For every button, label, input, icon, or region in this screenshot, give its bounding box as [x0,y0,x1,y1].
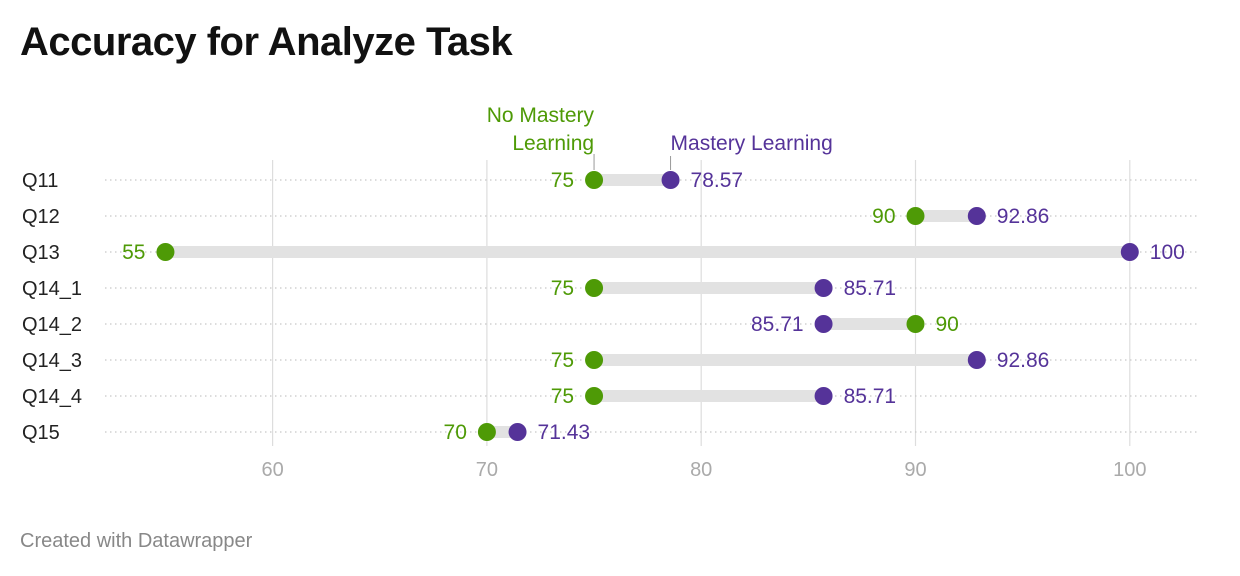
mastery-value-label: 100 [1150,241,1185,264]
category-label: Q14_2 [22,314,82,336]
legend-mastery-label: Mastery Learning [671,132,833,155]
mastery-dot [508,423,527,441]
x-tick-label: 100 [1113,459,1146,481]
no-mastery-value-label: 75 [551,349,574,372]
category-label: Q14_1 [22,278,82,300]
mastery-value-label: 85.71 [751,313,804,336]
mastery-dot [967,351,986,369]
x-tick-label: 80 [690,459,712,481]
mastery-dot [814,279,833,297]
mastery-value-label: 85.71 [844,277,897,300]
category-label: Q13 [22,242,60,264]
x-tick-label: 90 [904,459,926,481]
no-mastery-dot [585,351,604,369]
no-mastery-value-label: 75 [551,385,574,408]
category-label: Q14_4 [22,386,82,408]
no-mastery-dot [585,387,604,405]
no-mastery-dot [585,171,604,189]
mastery-value-label: 78.57 [691,169,744,192]
legend-no-mastery-label: Learning [512,132,594,155]
mastery-dot [814,315,833,333]
mastery-dot [661,171,680,189]
category-label: Q14_3 [22,350,82,372]
no-mastery-dot [156,243,175,261]
no-mastery-dot [906,315,925,333]
chart-title: Accuracy for Analyze Task [20,20,513,64]
no-mastery-dot [906,207,925,225]
category-label: Q15 [22,422,60,444]
footer-credit: Created with Datawrapper [20,530,253,552]
mastery-value-label: 71.43 [538,421,591,444]
mastery-value-label: 92.86 [997,205,1050,228]
no-mastery-value-label: 90 [872,205,895,228]
x-tick-label: 60 [261,459,283,481]
no-mastery-value-label: 75 [551,169,574,192]
no-mastery-dot [585,279,604,297]
mastery-dot [1120,243,1139,261]
mastery-value-label: 92.86 [997,349,1050,372]
legend-no-mastery-label: No Mastery [487,104,595,127]
no-mastery-value-label: 75 [551,277,574,300]
category-label: Q11 [22,170,58,192]
no-mastery-value-label: 70 [444,421,467,444]
category-label: Q12 [22,206,60,228]
no-mastery-value-label: 55 [122,241,145,264]
mastery-value-label: 85.71 [844,385,897,408]
mastery-dot [967,207,986,225]
no-mastery-dot [477,423,496,441]
x-tick-label: 70 [476,459,498,481]
no-mastery-value-label: 90 [936,313,959,336]
mastery-dot [814,387,833,405]
